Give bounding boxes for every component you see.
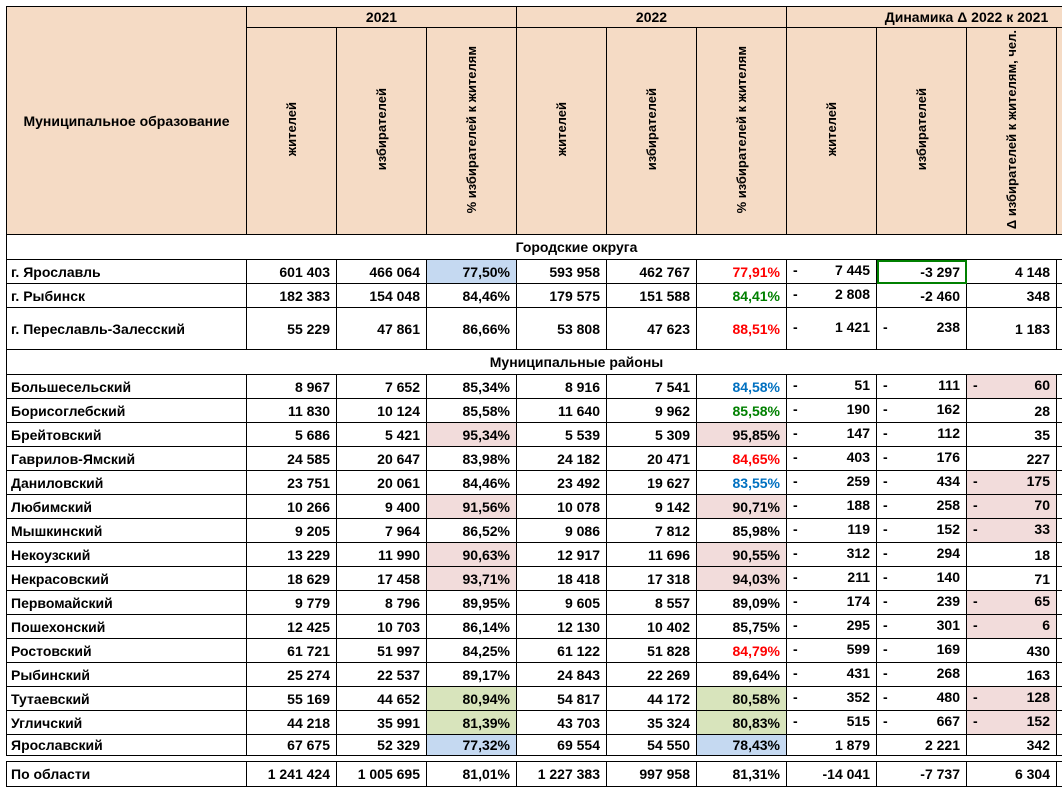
table-row: г. Ярославль601 403466 06477,50%593 9584… <box>7 260 1062 284</box>
row-name: По области <box>7 762 247 787</box>
row-name: Рыбинский <box>7 663 247 687</box>
table-row: Брейтовский5 6865 42195,34%5 5395 30995,… <box>7 423 1062 447</box>
row-name: Некоузский <box>7 543 247 567</box>
table-row: Гаврилов-Ямский24 58520 64783,98%24 1822… <box>7 447 1062 471</box>
table-row: г. Переславль-Залесский55 22947 86186,66… <box>7 308 1062 350</box>
head-dvot: избирателей <box>877 28 967 235</box>
head-dres: жителей <box>787 28 877 235</box>
table-row: Ярославский67 67552 32977,32%69 55454 55… <box>7 735 1062 756</box>
municipal-table: Муниципальное образование 2021 2022 Дина… <box>6 6 1062 787</box>
table-row: Большесельский8 9677 65285,34%8 9167 541… <box>7 375 1062 399</box>
row-name: Ростовский <box>7 639 247 663</box>
table-body: Городские округаг. Ярославль601 403466 0… <box>7 235 1062 787</box>
head-2021: 2021 <box>247 7 517 28</box>
row-name: Некрасовский <box>7 567 247 591</box>
head-name: Муниципальное образование <box>7 7 247 235</box>
table-row: Мышкинский9 2057 96486,52%9 0867 81285,9… <box>7 519 1062 543</box>
table-row: Пошехонский12 42510 70386,14%12 13010 40… <box>7 615 1062 639</box>
row-name: Гаврилов-Ямский <box>7 447 247 471</box>
head-dchel: Δ избирателей к жителям, чел. <box>967 28 1057 235</box>
row-name: Тутаевский <box>7 687 247 711</box>
head-vot21: избирателей <box>337 28 427 235</box>
row-name: Мышкинский <box>7 519 247 543</box>
row-name: г. Рыбинск <box>7 284 247 308</box>
head-pct21: % избирателей к жителям <box>427 28 517 235</box>
head-dynamics: Динамика Δ 2022 к 2021 <box>787 7 1062 28</box>
head-res22: жителей <box>517 28 607 235</box>
head-res21: жителей <box>247 28 337 235</box>
table-row: Даниловский23 75120 06184,46%23 49219 62… <box>7 471 1062 495</box>
table-row: Тутаевский55 16944 65280,94%54 81744 172… <box>7 687 1062 711</box>
row-name: Борисоглебский <box>7 399 247 423</box>
row-name: Ярославский <box>7 735 247 756</box>
row-name: г. Ярославль <box>7 260 247 284</box>
total-row: По области1 241 4241 005 69581,01%1 227 … <box>7 762 1062 787</box>
section-header: Городские округа <box>7 235 1062 260</box>
table-row: Любимский10 2669 40091,56%10 0789 14290,… <box>7 495 1062 519</box>
table-row: Борисоглебский11 83010 12485,58%11 6409 … <box>7 399 1062 423</box>
row-name: Пошехонский <box>7 615 247 639</box>
table-row: Некоузский13 22911 99090,63%12 91711 696… <box>7 543 1062 567</box>
head-dpct: Δ избирателей к жителям, % <box>1057 28 1062 235</box>
table-row: Угличский44 21835 99181,39%43 70335 3248… <box>7 711 1062 735</box>
head-vot22: избирателей <box>607 28 697 235</box>
row-name: Первомайский <box>7 591 247 615</box>
head-pct22: % избирателей к жителям <box>697 28 787 235</box>
row-name: Даниловский <box>7 471 247 495</box>
head-2022: 2022 <box>517 7 787 28</box>
row-name: Брейтовский <box>7 423 247 447</box>
table-header: Муниципальное образование 2021 2022 Дина… <box>7 7 1062 235</box>
table-row: Ростовский61 72151 99784,25%61 12251 828… <box>7 639 1062 663</box>
table-row: г. Рыбинск182 383154 04884,46%179 575151… <box>7 284 1062 308</box>
row-name: Угличский <box>7 711 247 735</box>
row-name: г. Переславль-Залесский <box>7 308 247 350</box>
table-row: Рыбинский25 27422 53789,17%24 84322 2698… <box>7 663 1062 687</box>
table-row: Первомайский9 7798 79689,95%9 6058 55789… <box>7 591 1062 615</box>
row-name: Большесельский <box>7 375 247 399</box>
table-row: Некрасовский18 62917 45893,71%18 41817 3… <box>7 567 1062 591</box>
section-header: Муниципальные районы <box>7 350 1062 375</box>
row-name: Любимский <box>7 495 247 519</box>
